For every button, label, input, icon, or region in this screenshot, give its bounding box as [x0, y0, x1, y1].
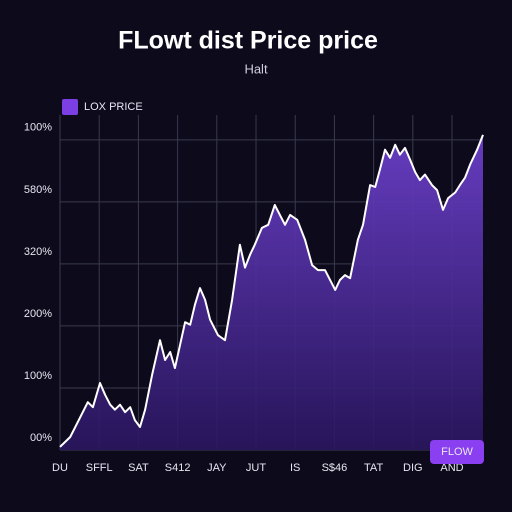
annotation-badge	[430, 440, 484, 464]
legend-swatch	[62, 99, 78, 115]
y-tick-label: 100%	[24, 122, 52, 134]
y-tick-label: 100%	[24, 370, 52, 382]
annotation: FLOW	[441, 446, 473, 458]
y-tick-label: 580%	[24, 184, 52, 196]
legend-label: LOX PRICE	[84, 101, 143, 113]
y-tick-label: 200%	[24, 308, 52, 320]
x-tick-label: S412	[165, 462, 191, 474]
area	[60, 134, 483, 450]
x-tick-label: DU	[52, 462, 68, 474]
line	[59, 134, 484, 448]
y-tick-label: 320%	[24, 246, 52, 258]
chart-title: FLowt dist Price price	[118, 27, 378, 55]
x-tick-label: JAY	[207, 462, 227, 474]
x-tick-label: S$46	[322, 462, 348, 474]
x-tick-label: TAT	[364, 462, 383, 474]
x-tick-label: JUT	[246, 462, 266, 474]
x-tick-label: SAT	[128, 462, 149, 474]
y-tick-label: 00%	[30, 432, 52, 444]
x-tick-label: SFFL	[86, 462, 113, 474]
x-tick-label: IS	[290, 462, 300, 474]
chart-subtitle: Halt	[244, 61, 268, 76]
x-tick-label: DIG	[403, 462, 423, 474]
x-tick-label: AND	[440, 462, 463, 474]
